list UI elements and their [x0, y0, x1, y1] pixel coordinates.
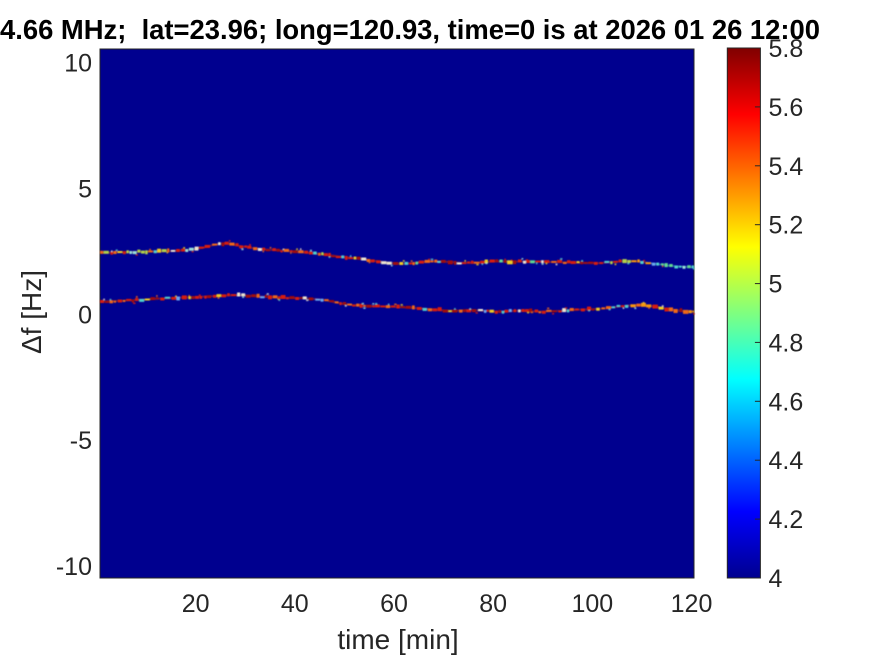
svg-text:5.6: 5.6 [769, 94, 804, 122]
svg-text:20: 20 [182, 590, 210, 618]
svg-text:time [min]: time [min] [337, 624, 458, 655]
svg-text:80: 80 [479, 590, 507, 618]
svg-text:4.66 MHz; lat=23.96; long=120: 4.66 MHz; lat=23.96; long=120.93, time=0… [0, 14, 820, 45]
svg-text:40: 40 [281, 590, 309, 618]
svg-text:4: 4 [769, 565, 783, 593]
svg-text:60: 60 [380, 590, 408, 618]
svg-text:5.4: 5.4 [769, 153, 804, 181]
svg-text:4.6: 4.6 [769, 388, 804, 416]
svg-text:10: 10 [64, 50, 92, 78]
svg-text:-5: -5 [70, 427, 92, 455]
svg-text:100: 100 [571, 590, 613, 618]
svg-text:5.8: 5.8 [769, 35, 804, 63]
svg-text:0: 0 [78, 301, 92, 329]
svg-text:-10: -10 [56, 553, 92, 581]
svg-text:5: 5 [78, 176, 92, 204]
svg-text:120: 120 [671, 590, 713, 618]
svg-text:Δf [Hz]: Δf [Hz] [16, 270, 47, 354]
svg-text:4.8: 4.8 [769, 329, 804, 357]
svg-text:4.2: 4.2 [769, 506, 804, 534]
svg-text:5.2: 5.2 [769, 212, 804, 240]
svg-text:4.4: 4.4 [769, 447, 804, 475]
svg-text:5: 5 [769, 271, 783, 299]
